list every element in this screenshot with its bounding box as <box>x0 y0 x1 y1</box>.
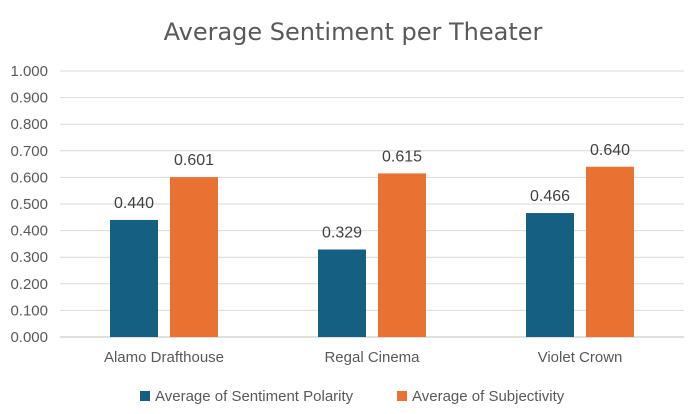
y-tick-label: 0.300 <box>10 249 48 266</box>
bar-sentiment-polarity <box>318 249 366 337</box>
legend: Average of Sentiment Polarity Average of … <box>140 388 565 405</box>
bar-subjectivity <box>170 177 218 337</box>
legend-label: Average of Subjectivity <box>412 388 565 405</box>
x-axis-categories: Alamo Drafthouse Regal Cinema Violet Crown <box>104 349 622 366</box>
data-label: 0.601 <box>174 152 214 169</box>
grid-lines <box>60 70 684 338</box>
data-label: 0.466 <box>530 188 570 205</box>
y-tick-label: 0.400 <box>10 223 48 240</box>
y-tick-label: 0.700 <box>10 143 48 160</box>
legend-swatch <box>140 391 150 401</box>
category-label: Regal Cinema <box>324 349 420 366</box>
data-label: 0.329 <box>322 224 362 241</box>
y-tick-label: 0.100 <box>10 302 48 319</box>
y-tick-label: 0.800 <box>10 116 48 133</box>
bar-subjectivity <box>378 173 426 337</box>
chart-title: Average Sentiment per Theater <box>164 18 543 46</box>
bars <box>110 166 634 337</box>
category-label: Alamo Drafthouse <box>104 349 224 366</box>
data-labels: 0.440 0.601 0.329 0.615 0.466 0.640 <box>114 142 630 242</box>
category-label: Violet Crown <box>538 349 623 366</box>
data-label: 0.440 <box>114 195 154 212</box>
legend-label: Average of Sentiment Polarity <box>155 388 354 405</box>
y-tick-label: 0.000 <box>10 329 48 346</box>
bar-sentiment-polarity <box>110 219 158 337</box>
y-axis-ticks: 0.000 0.100 0.200 0.300 0.400 0.500 0.600 0.700… <box>10 63 48 346</box>
y-tick-label: 0.900 <box>10 90 48 107</box>
bar-sentiment-polarity <box>526 213 574 337</box>
y-tick-label: 0.200 <box>10 276 48 293</box>
y-tick-label: 1.000 <box>10 63 48 80</box>
y-tick-label: 0.600 <box>10 169 48 186</box>
bar-subjectivity <box>586 166 634 337</box>
data-label: 0.640 <box>590 142 630 159</box>
data-label: 0.615 <box>382 148 422 165</box>
legend-swatch <box>397 391 407 401</box>
y-tick-label: 0.500 <box>10 196 48 213</box>
